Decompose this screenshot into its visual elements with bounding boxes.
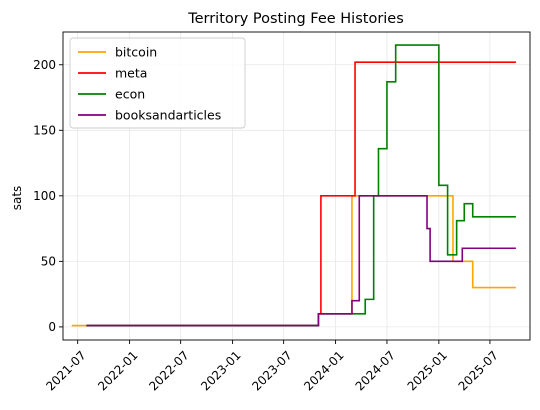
x-tick-label: 2021-07 [43, 348, 88, 393]
y-tick-label: 100 [33, 189, 56, 203]
x-tick-label: 2023-01 [198, 348, 243, 393]
legend-box [69, 37, 246, 129]
plot-frame [62, 31, 531, 341]
legend-label-booksandarticles: booksandarticles [115, 108, 221, 123]
x-tick-label: 2023-07 [249, 348, 294, 393]
y-tick-label: 0 [48, 320, 56, 334]
x-tick-label: 2024-01 [301, 348, 346, 393]
series-line-econ [86, 44, 516, 327]
y-tick-label: 150 [33, 123, 56, 137]
legend-label-econ: econ [115, 87, 145, 102]
x-tick-label: 2022-01 [95, 348, 140, 393]
series-lines [71, 44, 516, 327]
y-tick-label: 200 [33, 58, 56, 72]
x-tick-label: 2025-07 [456, 348, 501, 393]
y-tick-label: 50 [41, 254, 56, 268]
x-tick-label: 2024-07 [353, 348, 398, 393]
legend: bitcoin meta econ booksandarticles [69, 37, 246, 129]
x-tick-label: 2022-07 [146, 348, 191, 393]
x-tick-label: 2025-01 [405, 348, 450, 393]
legend-label-meta: meta [115, 66, 147, 81]
y-axis-label: sats [10, 186, 24, 211]
legend-label-bitcoin: bitcoin [115, 45, 157, 60]
chart-title: Territory Posting Fee Histories [187, 11, 404, 27]
series-line-booksandarticles [86, 195, 516, 327]
